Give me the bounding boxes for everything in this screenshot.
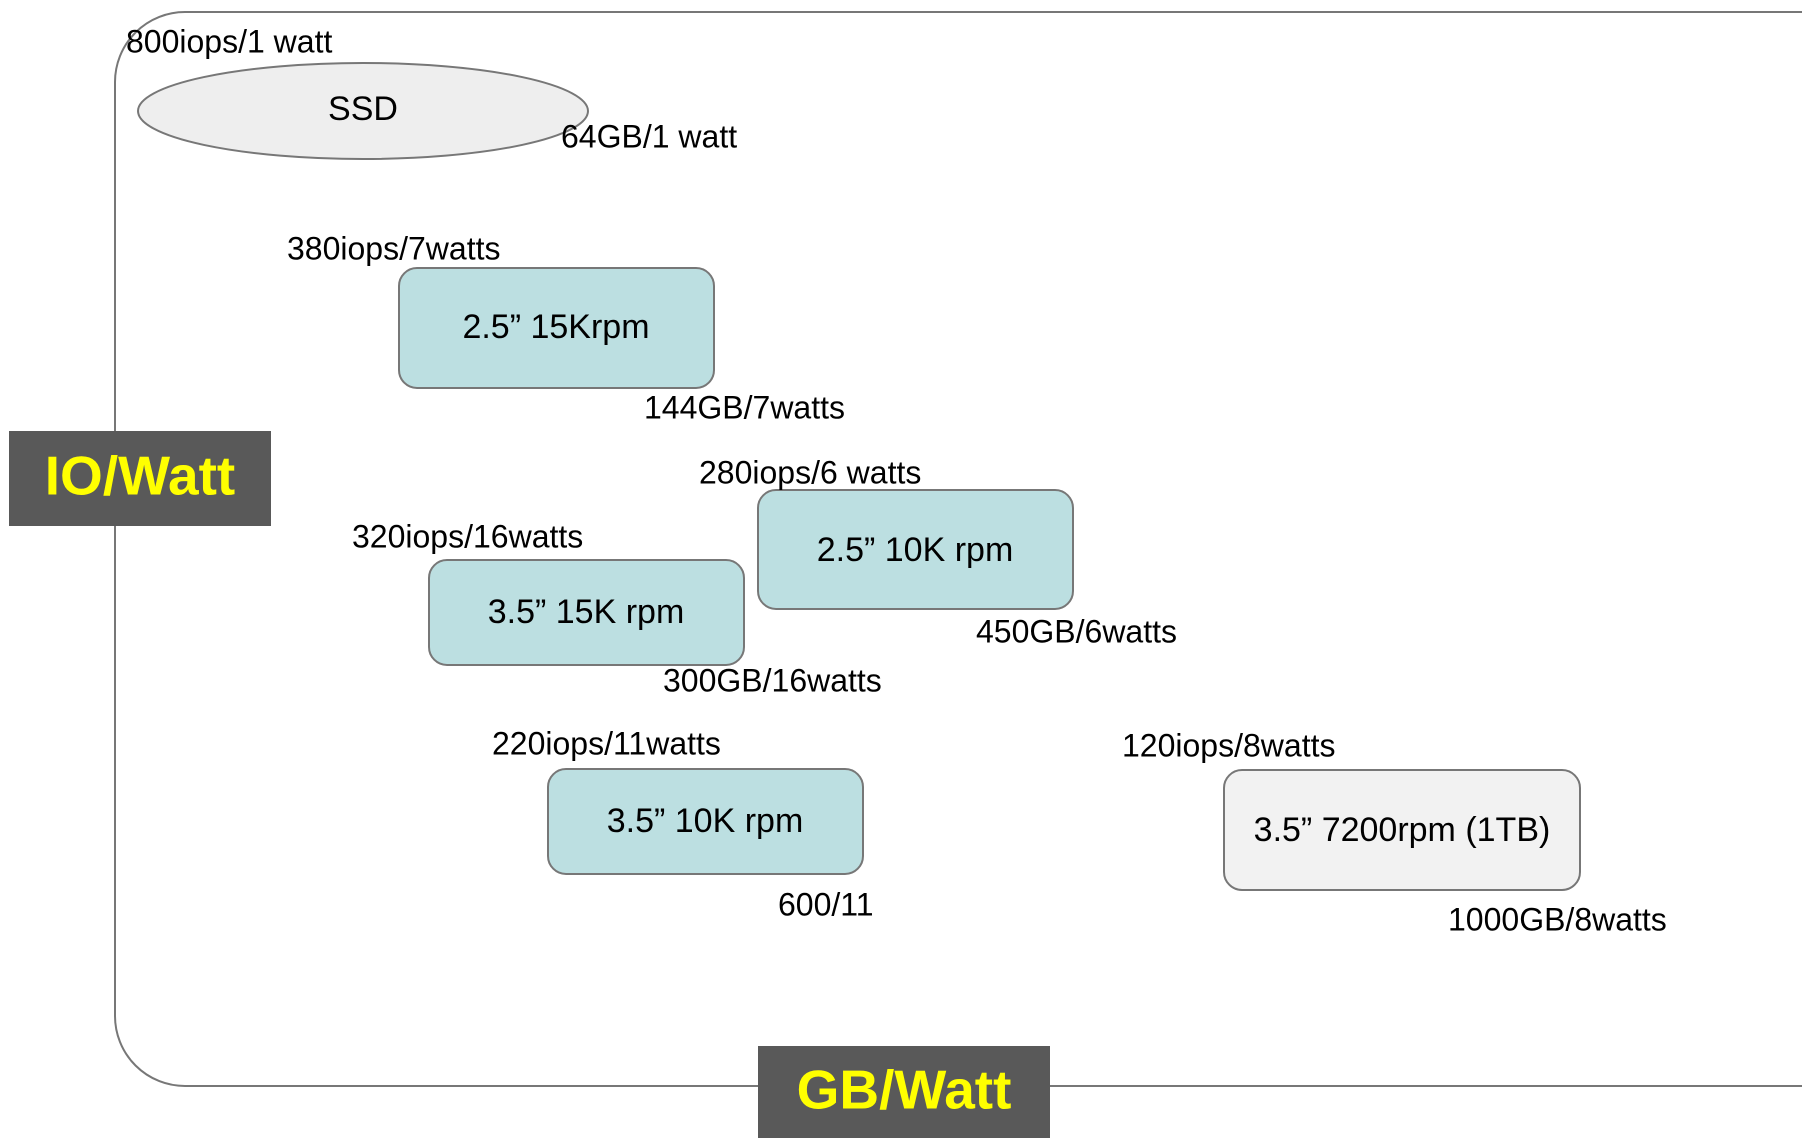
iops-label: 280iops/6 watts bbox=[699, 454, 921, 490]
y-axis-box bbox=[9, 431, 271, 526]
capacity-label: 450GB/6watts bbox=[976, 613, 1177, 649]
node-shape bbox=[757, 489, 1074, 610]
node-label: 3.5” 10K rpm bbox=[607, 802, 804, 840]
node-shape bbox=[137, 62, 589, 160]
node-shape bbox=[428, 559, 745, 666]
node-label: 3.5” 7200rpm (1TB) bbox=[1254, 811, 1551, 849]
node-label: 3.5” 15K rpm bbox=[488, 593, 685, 631]
node-label: 2.5” 10K rpm bbox=[817, 531, 1014, 569]
x-axis-box bbox=[758, 1046, 1050, 1138]
iops-label: 320iops/16watts bbox=[352, 518, 583, 554]
capacity-label: 600/11 bbox=[778, 886, 874, 922]
node-shape bbox=[398, 267, 715, 389]
node-label: 2.5” 15Krpm bbox=[462, 308, 649, 346]
node-label: SSD bbox=[328, 90, 398, 128]
iops-label: 220iops/11watts bbox=[492, 725, 721, 761]
x-axis-label: GB/Watt bbox=[797, 1059, 1012, 1121]
capacity-label: 300GB/16watts bbox=[663, 662, 882, 698]
capacity-label: 64GB/1 watt bbox=[561, 118, 737, 154]
iops-label: 380iops/7watts bbox=[287, 230, 500, 266]
node-shape bbox=[1223, 769, 1581, 891]
iops-label: 120iops/8watts bbox=[1122, 727, 1335, 763]
node-shape bbox=[547, 768, 864, 875]
capacity-label: 144GB/7watts bbox=[644, 389, 845, 425]
iops-label: 800iops/1 watt bbox=[126, 23, 332, 59]
y-axis-label: IO/Watt bbox=[45, 445, 235, 507]
capacity-label: 1000GB/8watts bbox=[1448, 901, 1667, 937]
